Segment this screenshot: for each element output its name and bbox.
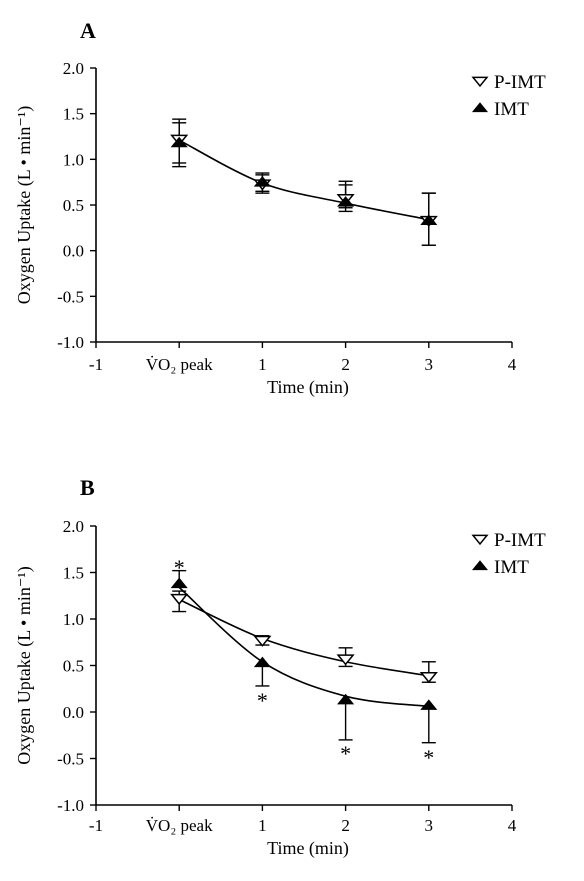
x-tick-label: 3 bbox=[425, 816, 434, 835]
significance-asterisk: * bbox=[340, 741, 351, 766]
x-tick-label: 3 bbox=[425, 355, 434, 374]
legend-label: P-IMT bbox=[494, 72, 546, 93]
x-tick-label: 2 bbox=[341, 355, 350, 374]
y-tick-label: -1.0 bbox=[57, 333, 84, 352]
x-axis-title: Time (min) bbox=[267, 838, 349, 859]
y-tick-label: 0.5 bbox=[63, 196, 84, 215]
panel-label: B bbox=[80, 475, 95, 500]
y-tick-label: -0.5 bbox=[57, 750, 84, 769]
legend-marker-p-imt bbox=[471, 76, 489, 88]
legend-marker-imt bbox=[471, 560, 489, 571]
x-tick-label: 1 bbox=[258, 355, 267, 374]
fit-curve-p-imt bbox=[178, 598, 429, 677]
y-axis-title: Oxygen Uptake (L • min⁻¹) bbox=[14, 566, 35, 764]
y-tick-label: -1.0 bbox=[57, 796, 84, 815]
point-imt bbox=[420, 214, 438, 225]
point-p-imt bbox=[419, 671, 438, 684]
y-axis-title: Oxygen Uptake (L • min⁻¹) bbox=[14, 106, 35, 304]
legend-label: P-IMT bbox=[494, 530, 546, 551]
chart-panel-a: A -1.0 -0.5 0.0 0.5 1.0 1.5 2.0 -1 V̇O₂ peak 1 2 3 4 T… bbox=[14, 18, 546, 398]
point-imt bbox=[420, 699, 438, 710]
point-imt bbox=[337, 196, 355, 207]
x-tick-label: 1 bbox=[258, 816, 267, 835]
legend-label: IMT bbox=[494, 557, 529, 578]
point-p-imt bbox=[253, 635, 272, 647]
y-tick-label: 1.0 bbox=[63, 150, 84, 169]
y-tick-label: 1.5 bbox=[63, 105, 84, 124]
y-tick-label: 2.0 bbox=[63, 59, 84, 78]
legend-marker-imt bbox=[471, 102, 489, 113]
panel-label: A bbox=[80, 18, 96, 43]
significance-asterisk: * bbox=[257, 688, 268, 713]
legend-label: IMT bbox=[494, 99, 529, 120]
x-tick-label: 2 bbox=[341, 816, 350, 835]
significance-asterisk: * bbox=[423, 745, 434, 770]
y-tick-label: 0.0 bbox=[63, 703, 84, 722]
x-axis-title: Time (min) bbox=[267, 377, 349, 398]
x-tick-label: 4 bbox=[508, 355, 517, 374]
legend-marker-p-imt bbox=[471, 534, 489, 546]
point-p-imt bbox=[336, 654, 355, 666]
fit-curve-imt bbox=[178, 586, 429, 708]
y-tick-label: 1.5 bbox=[63, 564, 84, 583]
x-tick-label: -1 bbox=[89, 816, 103, 835]
chart-panel-b: B -1.0 -0.5 0.0 0.5 1.0 1.5 2.0 -1 V̇O₂ peak 1 2 3 4 T… bbox=[14, 475, 546, 859]
x-tick-label: -1 bbox=[89, 355, 103, 374]
y-tick-label: 2.0 bbox=[63, 517, 84, 536]
point-p-imt bbox=[170, 593, 189, 606]
x-tick-label: V̇O₂ peak bbox=[146, 816, 213, 835]
point-imt bbox=[170, 136, 188, 148]
y-tick-label: 0.5 bbox=[63, 657, 84, 676]
y-tick-label: -0.5 bbox=[57, 287, 84, 306]
point-imt bbox=[253, 176, 271, 187]
significance-asterisk: * bbox=[174, 555, 185, 580]
fit-curve-p-imt bbox=[178, 139, 429, 221]
point-imt bbox=[253, 656, 271, 668]
x-tick-label: 4 bbox=[508, 816, 517, 835]
y-tick-label: 1.0 bbox=[63, 610, 84, 629]
point-imt bbox=[170, 577, 188, 589]
y-tick-label: 0.0 bbox=[63, 242, 84, 261]
point-imt bbox=[337, 693, 355, 705]
x-tick-label: V̇O₂ peak bbox=[146, 355, 213, 374]
